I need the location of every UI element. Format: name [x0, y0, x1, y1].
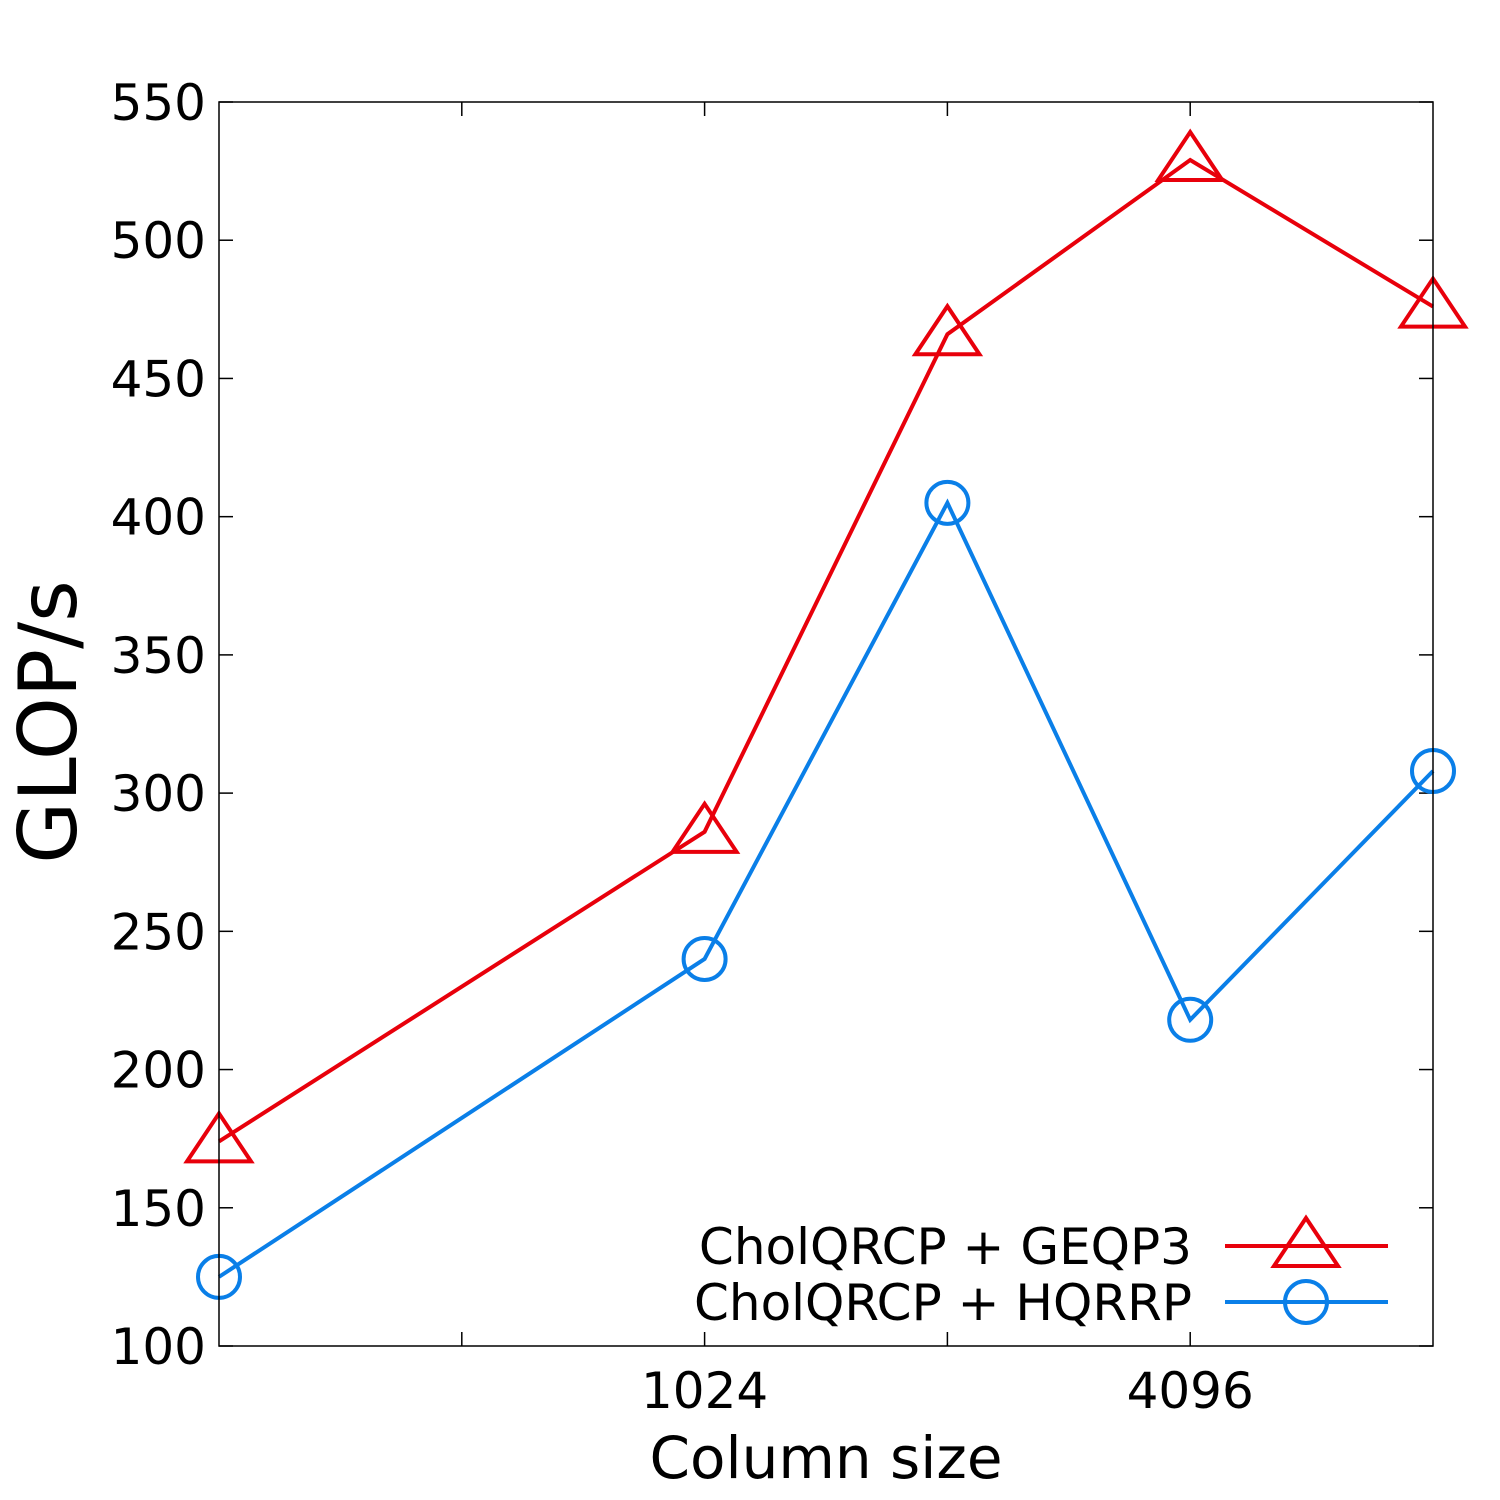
x-tick-label: 4096	[1127, 1362, 1254, 1420]
x-tick-label: 1024	[641, 1362, 768, 1420]
data-point-circle	[924, 479, 971, 526]
legend-marker-triangle	[1270, 1214, 1342, 1268]
legend-marker-circle	[1283, 1279, 1329, 1325]
y-axis-title: GLOP/s	[2, 580, 95, 864]
y-tick-label: 250	[111, 903, 206, 961]
data-point-triangle	[1154, 128, 1226, 183]
data-point-triangle	[668, 800, 741, 854]
x-axis-title: Column size	[649, 1424, 1002, 1492]
y-tick-label: 350	[111, 627, 206, 685]
legend-label: CholQRCP + GEQP3	[699, 1218, 1192, 1276]
plot-frame	[218, 101, 1434, 1347]
y-tick-label: 100	[111, 1318, 206, 1376]
data-point-circle	[1167, 996, 1214, 1043]
y-tick-labels: 100 150 200 250 300 350 400 450 500 550	[111, 74, 206, 1376]
y-tick-label: 200	[111, 1042, 206, 1100]
series-1	[183, 128, 1469, 1164]
axis-ticks	[219, 101, 1433, 1347]
series-layer	[183, 128, 1469, 1300]
y-tick-label: 150	[111, 1180, 206, 1238]
series-line	[217, 157, 1435, 1144]
y-tick-label: 300	[111, 765, 206, 823]
x-tick-labels: 1024 4096	[641, 1362, 1254, 1420]
y-tick-label: 500	[111, 212, 206, 270]
series-2	[196, 479, 1456, 1300]
legend-item: CholQRCP + HQRRP	[694, 1274, 1388, 1332]
data-point-triangle	[911, 302, 984, 357]
legend-item: CholQRCP + GEQP3	[699, 1214, 1388, 1276]
legend-label: CholQRCP + HQRRP	[694, 1274, 1192, 1332]
y-tick-label: 450	[111, 350, 206, 408]
y-tick-label: 400	[111, 489, 206, 547]
y-tick-label: 550	[111, 74, 206, 132]
data-point-circle	[681, 935, 728, 982]
series-line	[217, 498, 1435, 1279]
